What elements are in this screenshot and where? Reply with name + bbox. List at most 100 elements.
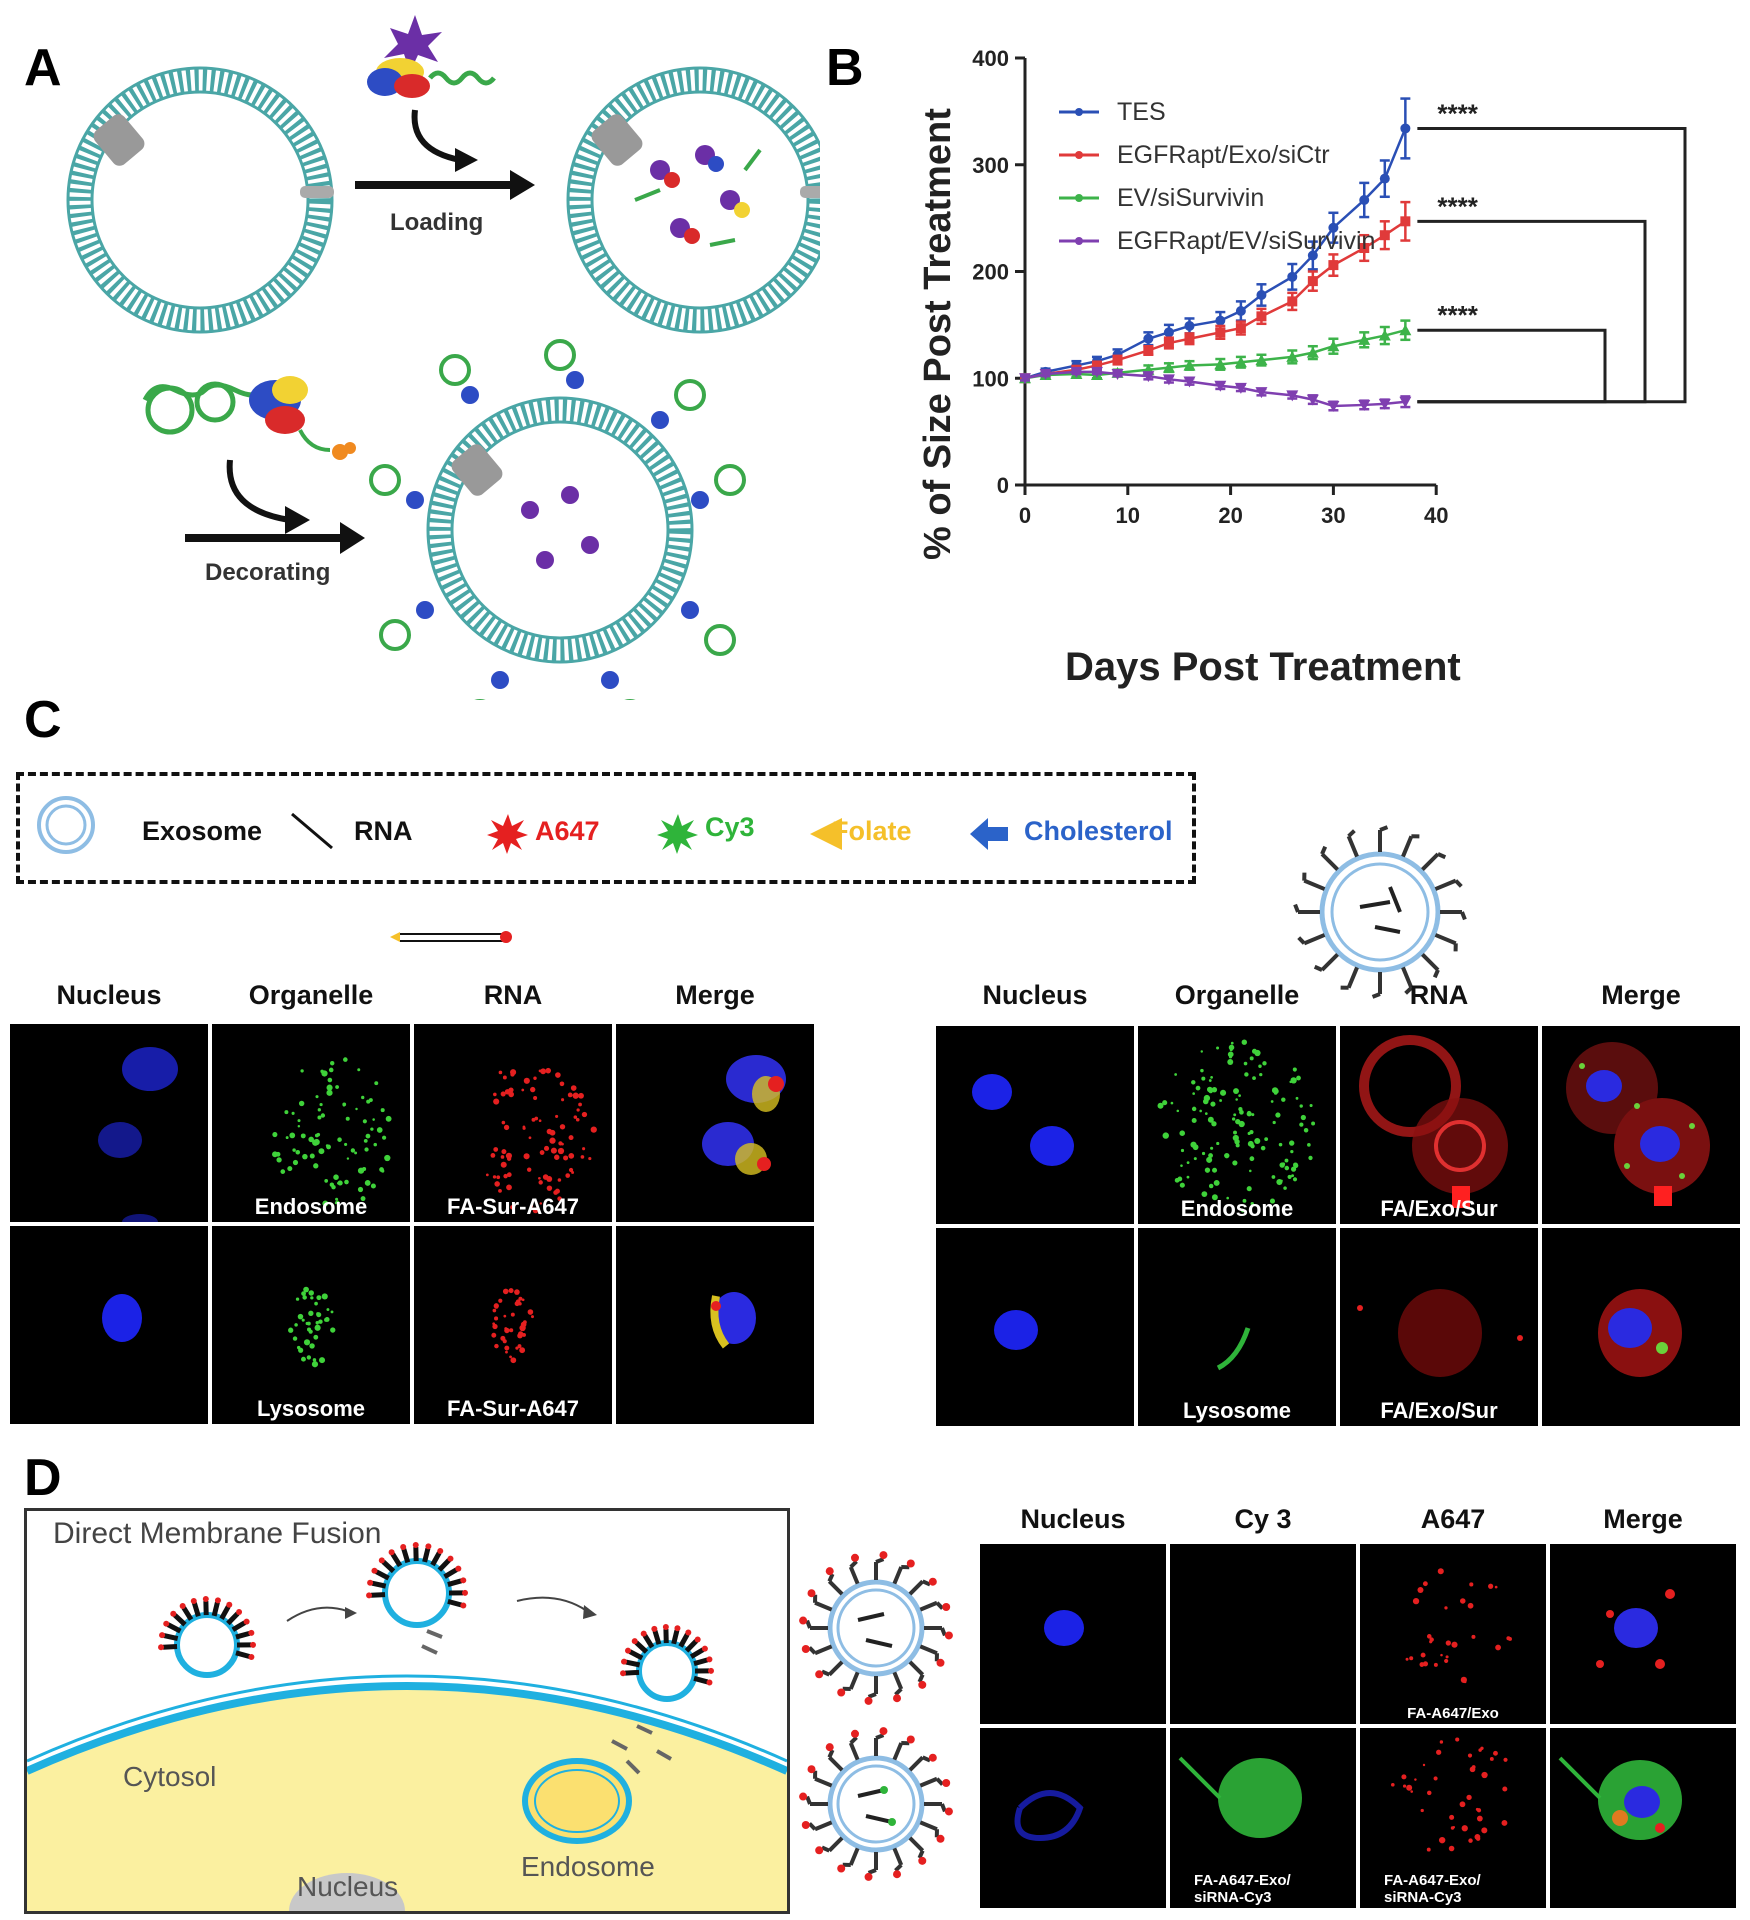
fusion-title: Direct Membrane Fusion bbox=[53, 1517, 381, 1551]
c-right-r2-merge bbox=[1542, 1228, 1740, 1426]
legend-exosome: Exosome bbox=[142, 816, 262, 847]
d-r2-cy3: FA-A647-Exo/siRNA-Cy3 bbox=[1170, 1728, 1356, 1908]
d-header-nucleus: Nucleus bbox=[980, 1504, 1166, 1535]
c-right-r2-organelle: Lysosome bbox=[1138, 1228, 1336, 1426]
d-r2-cy3-label: FA-A647-Exo/siRNA-Cy3 bbox=[1194, 1872, 1356, 1906]
c-right-r2-organelle-label: Lysosome bbox=[1138, 1398, 1336, 1424]
d-r2-a647-label: FA-A647-Exo/siRNA-Cy3 bbox=[1384, 1872, 1546, 1906]
c-left-header-rna: RNA bbox=[414, 980, 612, 1011]
exo-a647-cy3-icon bbox=[796, 1724, 956, 1884]
rna-icon bbox=[288, 808, 338, 858]
chart-x-tick-label: 20 bbox=[1218, 503, 1242, 528]
c-left-r1-organelle: Endosome bbox=[212, 1024, 410, 1222]
c-right-header-rna: RNA bbox=[1340, 980, 1538, 1011]
legend-label: EGFRapt/Exo/siCtr bbox=[1117, 141, 1330, 169]
chart-point bbox=[1328, 260, 1338, 270]
legend-cy3: Cy3 bbox=[705, 812, 755, 843]
c-right-r2-rna: FA/Exo/Sur bbox=[1340, 1228, 1538, 1426]
c-right-header-nucleus: Nucleus bbox=[936, 980, 1134, 1011]
legend-marker bbox=[1075, 237, 1083, 245]
c-right-header-organelle: Organelle bbox=[1138, 980, 1336, 1011]
chart-x-label: Days Post Treatment bbox=[1065, 645, 1461, 689]
d-header-merge: Merge bbox=[1550, 1504, 1736, 1535]
exo-a647-icon bbox=[796, 1548, 956, 1708]
d-r2-merge bbox=[1550, 1728, 1736, 1908]
cytosol-label: Cytosol bbox=[123, 1761, 216, 1793]
vesicle-decorated bbox=[371, 341, 744, 700]
decorating-arrow bbox=[185, 460, 365, 554]
nucleus-label: Nucleus bbox=[297, 1871, 398, 1903]
chart-point bbox=[1113, 355, 1123, 365]
c-right-r1-rna: FA/Exo/Sur bbox=[1340, 1026, 1538, 1224]
chart-x-tick-label: 30 bbox=[1321, 503, 1345, 528]
chart-point bbox=[1143, 345, 1153, 355]
fusing-vesicle-2 bbox=[385, 1561, 449, 1625]
chart-point bbox=[1287, 296, 1297, 306]
vesicle-empty bbox=[68, 68, 334, 332]
chart-point bbox=[1256, 311, 1266, 321]
chart-y-tick-label: 0 bbox=[997, 473, 1009, 498]
chart-point bbox=[1400, 123, 1410, 133]
c-left-header-organelle: Organelle bbox=[212, 980, 410, 1011]
c-right-r2-rna-label: FA/Exo/Sur bbox=[1340, 1398, 1538, 1424]
cy3-icon bbox=[656, 812, 700, 856]
chart-y-label: % of Size Post Treatment bbox=[917, 108, 959, 560]
d-r1-nucleus bbox=[980, 1544, 1166, 1724]
chart-point bbox=[1184, 334, 1194, 344]
chart-y-tick-label: 300 bbox=[972, 153, 1009, 178]
d-r1-a647-label: FA-A647/Exo bbox=[1360, 1705, 1546, 1722]
d-r1-merge bbox=[1550, 1544, 1736, 1724]
chart-point bbox=[1215, 327, 1225, 337]
c-right-header-merge: Merge bbox=[1542, 980, 1740, 1011]
significance-stars: **** bbox=[1437, 98, 1478, 128]
d-header-cy3: Cy 3 bbox=[1170, 1504, 1356, 1535]
chart-x-tick-label: 10 bbox=[1116, 503, 1140, 528]
fusing-vesicle-1 bbox=[177, 1615, 237, 1675]
chart-y-tick-label: 100 bbox=[972, 366, 1009, 391]
loading-label: Loading bbox=[390, 209, 483, 236]
d-r1-a647: FA-A647/Exo bbox=[1360, 1544, 1546, 1724]
membrane-fusion-schematic: Direct Membrane Fusion Cytosol Endosome … bbox=[24, 1508, 790, 1914]
c-right-r1-merge bbox=[1542, 1026, 1740, 1224]
fusing-vesicle-3 bbox=[639, 1643, 695, 1699]
chart-series-line bbox=[1025, 372, 1405, 406]
chart-point bbox=[1400, 216, 1410, 226]
legend-a647: A647 bbox=[535, 816, 600, 847]
chart-point bbox=[1380, 230, 1390, 240]
endosome-label: Endosome bbox=[521, 1851, 655, 1883]
chart-point bbox=[1256, 290, 1266, 300]
chart-x-tick-label: 40 bbox=[1424, 503, 1448, 528]
chart-point bbox=[1236, 323, 1246, 333]
c-left-header-nucleus: Nucleus bbox=[10, 980, 208, 1011]
c-left-r1-nucleus bbox=[10, 1024, 208, 1222]
c-left-r2-organelle-label: Lysosome bbox=[212, 1396, 410, 1422]
exosome-icon bbox=[36, 790, 96, 860]
c-right-r1-rna-label: FA/Exo/Sur bbox=[1340, 1196, 1538, 1222]
c-right-r1-nucleus bbox=[936, 1026, 1134, 1224]
panel-a-schematic: Loading Decoratin bbox=[0, 0, 820, 700]
chart-point bbox=[1184, 321, 1194, 331]
c-left-r1-merge bbox=[616, 1024, 814, 1222]
legend-label: TES bbox=[1117, 98, 1166, 126]
significance-stars: **** bbox=[1437, 300, 1478, 330]
c-right-r1-organelle: Endosome bbox=[1138, 1026, 1336, 1224]
chart-point bbox=[1236, 306, 1246, 316]
chart-y-tick-label: 400 bbox=[972, 46, 1009, 71]
c-left-r2-rna: FA-Sur-A647 bbox=[414, 1226, 612, 1424]
legend-cholesterol: Cholesterol bbox=[1024, 816, 1173, 847]
a647-icon bbox=[486, 812, 530, 856]
c-left-r1-rna-label: FA-Sur-A647 bbox=[414, 1194, 612, 1220]
c-right-r1-organelle-label: Endosome bbox=[1138, 1196, 1336, 1222]
panel-letter-d: D bbox=[24, 1448, 62, 1508]
legend-label: EGFRapt/EV/siSurvivin bbox=[1117, 227, 1375, 255]
chart-y-tick-label: 200 bbox=[972, 260, 1009, 285]
significance-stars: **** bbox=[1437, 191, 1478, 221]
chart-point bbox=[1164, 327, 1174, 337]
chart-point bbox=[1308, 276, 1318, 286]
chart-point bbox=[1143, 334, 1153, 344]
c-right-r2-nucleus bbox=[936, 1228, 1134, 1426]
decorating-label: Decorating bbox=[205, 559, 330, 586]
legend-marker bbox=[1075, 151, 1083, 159]
legend-marker bbox=[1075, 108, 1083, 116]
c-left-header-merge: Merge bbox=[616, 980, 814, 1011]
